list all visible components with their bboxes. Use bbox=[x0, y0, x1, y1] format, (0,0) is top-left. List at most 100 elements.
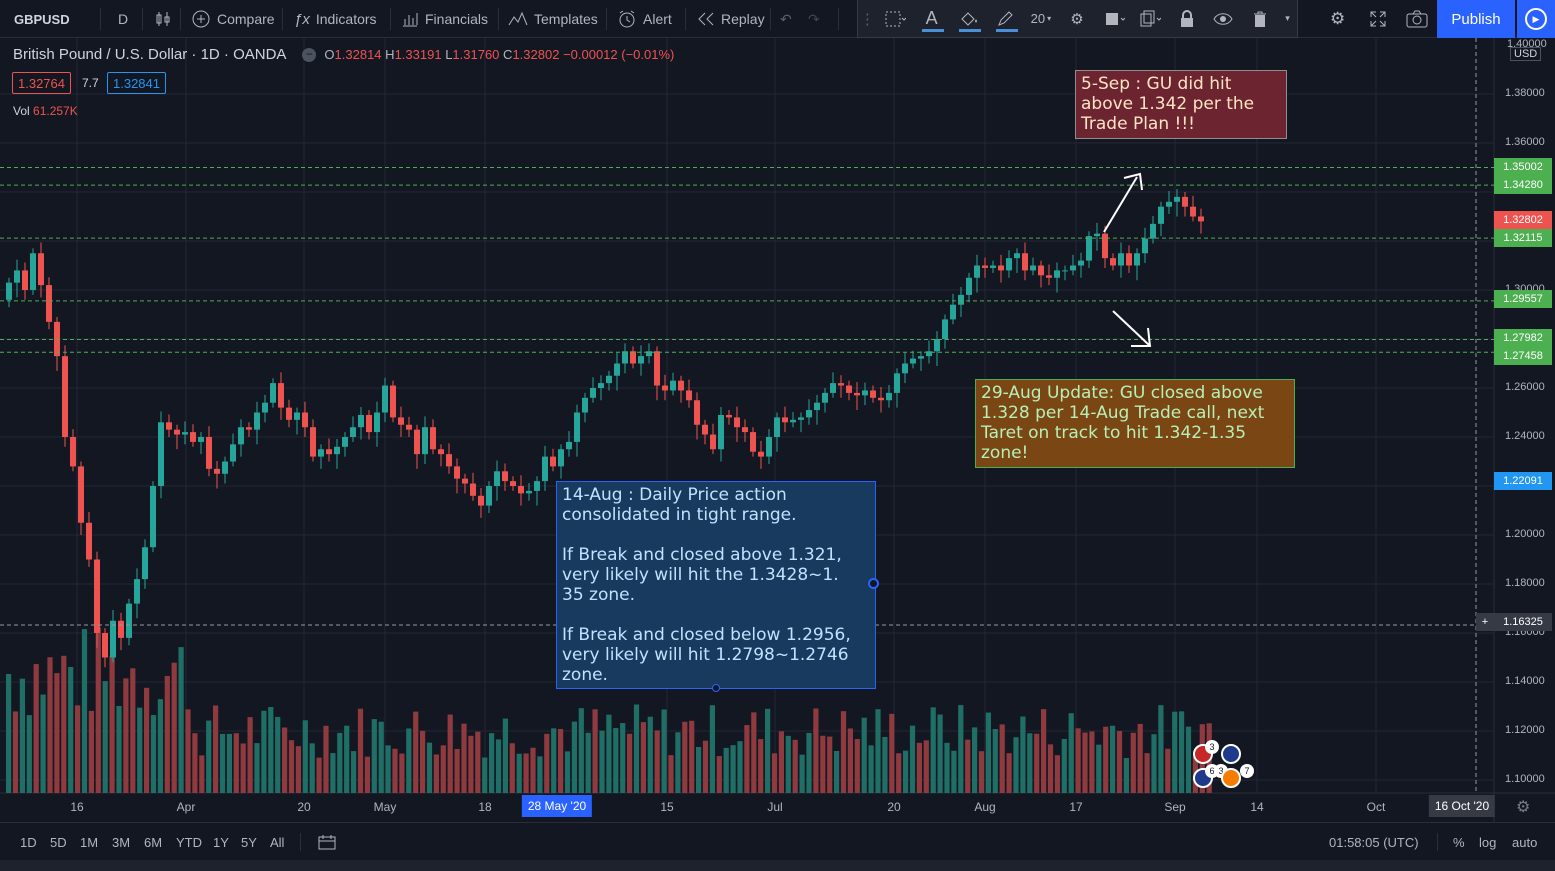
delete-button[interactable] bbox=[1242, 0, 1279, 38]
undo-button[interactable]: ↶ bbox=[780, 0, 792, 38]
price-tick-label: 1.38000 bbox=[1505, 87, 1545, 99]
range-1y[interactable]: 1Y bbox=[213, 834, 229, 850]
start-playback-button[interactable]: ▶ bbox=[1517, 0, 1555, 38]
settings-button[interactable]: ⚙ bbox=[1059, 0, 1096, 38]
volume-bar bbox=[978, 751, 985, 793]
axis-settings-icon[interactable]: ⚙ bbox=[1516, 799, 1531, 816]
buy-price: 1.32841 bbox=[113, 75, 160, 91]
fill-color-button[interactable] bbox=[950, 0, 987, 38]
publish-button[interactable]: Publish bbox=[1437, 0, 1515, 38]
volume-bar bbox=[668, 755, 674, 793]
replay-button[interactable]: Replay bbox=[697, 0, 765, 38]
volume-bar bbox=[930, 707, 936, 793]
go-to-date-button[interactable] bbox=[318, 823, 336, 861]
separator bbox=[606, 8, 607, 30]
volume-bar bbox=[433, 754, 439, 793]
range-ytd[interactable]: YTD bbox=[176, 834, 202, 850]
volume-bar bbox=[1103, 726, 1109, 793]
sell-price-box[interactable]: 1.32764 bbox=[12, 72, 71, 94]
candle-body bbox=[1014, 253, 1020, 259]
volume-bar bbox=[840, 711, 847, 793]
log-toggle[interactable]: log bbox=[1479, 834, 1497, 850]
candle-body bbox=[1118, 253, 1124, 266]
note-aug29[interactable]: 29-Aug Update: GU closed above 1.328 per… bbox=[975, 379, 1295, 468]
candle-body bbox=[46, 285, 52, 322]
financials-button[interactable]: Financials bbox=[401, 0, 488, 38]
lock-button[interactable] bbox=[1168, 0, 1205, 38]
candle-body bbox=[134, 579, 140, 604]
crosshair-plus-icon[interactable]: + bbox=[1476, 613, 1494, 631]
visibility-button[interactable] bbox=[1095, 0, 1132, 38]
more-button[interactable]: ▾ bbox=[1278, 0, 1297, 38]
compare-label: Compare bbox=[217, 11, 275, 27]
volume-bar bbox=[261, 710, 267, 793]
interval-button[interactable]: D bbox=[118, 0, 128, 38]
chart-settings-button[interactable]: ⚙ bbox=[1330, 0, 1345, 38]
volume-bar bbox=[509, 743, 515, 793]
snapshot-button[interactable] bbox=[1406, 0, 1428, 38]
price-chart[interactable] bbox=[0, 38, 1555, 822]
candle-body bbox=[398, 417, 404, 425]
plus-circle-icon bbox=[192, 10, 210, 28]
range-all[interactable]: All bbox=[270, 834, 285, 850]
candle-body bbox=[1150, 223, 1156, 239]
redo-button[interactable]: ↷ bbox=[808, 0, 820, 38]
auto-toggle[interactable]: auto bbox=[1512, 834, 1538, 850]
note-aug14[interactable]: 14-Aug : Daily Price action consolidated… bbox=[556, 481, 876, 689]
clone-button[interactable] bbox=[1132, 0, 1169, 38]
alert-button[interactable]: Alert bbox=[617, 0, 672, 38]
candle-body bbox=[1182, 196, 1188, 207]
template-button[interactable] bbox=[877, 0, 914, 38]
currency-label[interactable]: USD bbox=[1510, 47, 1542, 61]
volume-bar bbox=[999, 724, 1005, 793]
resize-handle[interactable] bbox=[868, 578, 879, 589]
templates-label: Templates bbox=[534, 11, 598, 27]
font-size-select[interactable]: 20 ▾ bbox=[1023, 0, 1059, 38]
volume-bar bbox=[958, 705, 964, 793]
eu-flag-icon[interactable] bbox=[1221, 768, 1241, 788]
fullscreen-button[interactable] bbox=[1369, 0, 1387, 38]
note-sep5[interactable]: 5-Sep : GU did hit above 1.342 per the T… bbox=[1075, 70, 1287, 139]
percent-toggle[interactable]: % bbox=[1453, 834, 1465, 850]
text-color-button[interactable]: A bbox=[913, 0, 950, 38]
redo-icon: ↷ bbox=[808, 10, 820, 27]
symbol-search[interactable]: GBPUSD bbox=[14, 0, 70, 38]
drag-handle[interactable]: ⋮ bbox=[859, 10, 875, 28]
range-1m[interactable]: 1M bbox=[80, 834, 99, 850]
range-5d[interactable]: 5D bbox=[50, 834, 67, 850]
volume-bar bbox=[585, 732, 591, 793]
range-3m[interactable]: 3M bbox=[112, 834, 131, 850]
volume-bar bbox=[461, 723, 467, 793]
us-flag-icon[interactable] bbox=[1221, 744, 1241, 764]
compare-button[interactable]: Compare bbox=[191, 0, 275, 38]
volume-bar bbox=[758, 739, 764, 793]
clock[interactable]: 01:58:05 (UTC) bbox=[1329, 834, 1419, 850]
candle-body bbox=[886, 392, 892, 401]
level-tag: 1.29557 bbox=[1494, 290, 1552, 308]
candle-body bbox=[246, 427, 252, 430]
collapse-icon[interactable]: − bbox=[302, 47, 317, 62]
buy-price-box[interactable]: 1.32841 bbox=[107, 72, 166, 94]
indicators-button[interactable]: ƒx Indicators bbox=[294, 0, 377, 38]
templates-button[interactable]: Templates bbox=[508, 0, 598, 38]
caret-down-icon: ▾ bbox=[1047, 14, 1052, 23]
border-color-button[interactable] bbox=[987, 0, 1024, 38]
candle-body bbox=[894, 373, 900, 393]
volume-bar bbox=[951, 750, 957, 793]
candle-body bbox=[214, 468, 220, 474]
range-5y[interactable]: 5Y bbox=[241, 834, 257, 850]
candle-body bbox=[550, 456, 556, 467]
drawing-toolbar: ⋮ A 20 ▾ ⚙ ▾ bbox=[857, 0, 1298, 38]
chart-type-button[interactable] bbox=[154, 0, 172, 38]
candle-body bbox=[822, 392, 828, 403]
resize-handle[interactable] bbox=[712, 684, 720, 692]
volume-bar bbox=[909, 725, 916, 793]
hide-button[interactable] bbox=[1205, 0, 1242, 38]
range-1d[interactable]: 1D bbox=[20, 834, 37, 850]
text-a-icon: A bbox=[925, 8, 938, 28]
candle-body bbox=[814, 402, 820, 411]
candle-body bbox=[78, 466, 84, 523]
range-6m[interactable]: 6M bbox=[144, 834, 163, 850]
candle-body bbox=[942, 319, 948, 339]
volume-bar bbox=[454, 748, 460, 793]
